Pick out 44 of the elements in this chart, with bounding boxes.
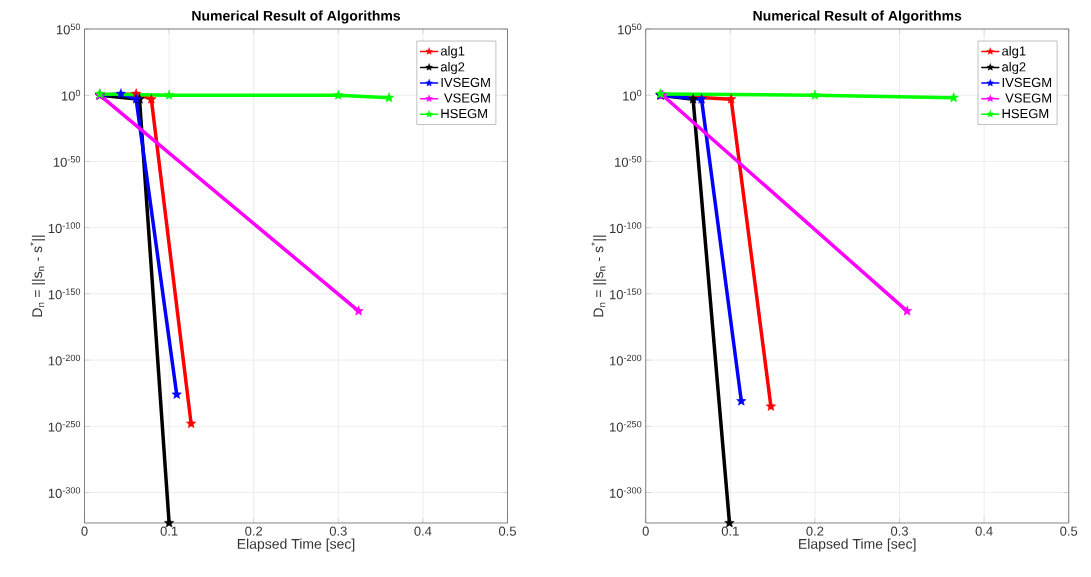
x-tick-label: 0: [81, 526, 88, 536]
y-tick-label: 10$^{-250}$: [610, 420, 642, 432]
chart-title: Numerical Result of Algorithms: [192, 10, 401, 24]
x-tick-label: 0.4: [975, 526, 993, 536]
y-tick-label: 10$^{-50}$: [53, 156, 81, 167]
legend-label: alg2: [440, 61, 465, 75]
legend-label: IVSEGM: [1002, 77, 1052, 88]
x-tick-label: 0.5: [498, 526, 516, 536]
x-tick-label: 0.1: [721, 526, 739, 536]
y-tick-label: 10$^{50}$: [618, 23, 642, 35]
x-tick-label: 0.1: [160, 526, 178, 536]
x-tick-label: 0.3: [890, 526, 908, 536]
legend-label: alg1: [1002, 46, 1026, 59]
x-axis-title: Elapsed Time [sec]: [237, 538, 355, 552]
legend-label: IVSEGM: [441, 77, 490, 88]
y-tick-label: 10$^{-200}$: [48, 354, 81, 366]
y-tick-label: 10$^{-150}$: [48, 288, 81, 300]
y-tick-label: 10$^{-100}$: [610, 222, 642, 234]
y-axis-title: D$_{n}$ = ||s$_{n}$ - s$^{*}$||: [591, 235, 607, 317]
y-tick-label: 10$^{-300}$: [48, 487, 81, 498]
legend-label: VSEGM: [1005, 93, 1052, 103]
x-tick-label: 0.2: [806, 526, 824, 536]
x-tick-label: 0.3: [329, 526, 347, 536]
x-tick-label: 0.2: [245, 526, 263, 536]
y-tick-label: 10$^{50}$: [56, 23, 81, 35]
y-axis-title: D$_{n}$ = ||s$_{n}$ - s$^{*}$||: [30, 235, 45, 317]
chart-title: Numerical Result of Algorithms: [753, 10, 962, 24]
y-tick-label: 10$^{0}$: [61, 89, 81, 101]
y-tick-label: 10$^{-200}$: [610, 354, 642, 366]
legend-label: alg2: [1002, 61, 1026, 75]
legend-label: HSEGM: [1002, 108, 1049, 119]
legend-label: VSEGM: [444, 93, 490, 103]
x-tick-label: 0: [642, 526, 649, 536]
x-tick-label: 0.5: [1060, 526, 1078, 536]
y-tick-label: 10$^{-50}$: [615, 156, 642, 167]
y-tick-label: 10$^{-150}$: [610, 288, 642, 300]
x-tick-label: 0.4: [414, 526, 432, 536]
y-tick-label: 10$^{-300}$: [610, 487, 642, 498]
y-tick-label: 10$^{-250}$: [48, 420, 81, 432]
x-axis-title: Elapsed Time [sec]: [799, 538, 916, 552]
legend-label: alg1: [440, 46, 465, 59]
y-tick-label: 10$^{0}$: [623, 89, 642, 101]
y-tick-label: 10$^{-100}$: [48, 222, 81, 234]
legend-label: HSEGM: [441, 108, 487, 119]
